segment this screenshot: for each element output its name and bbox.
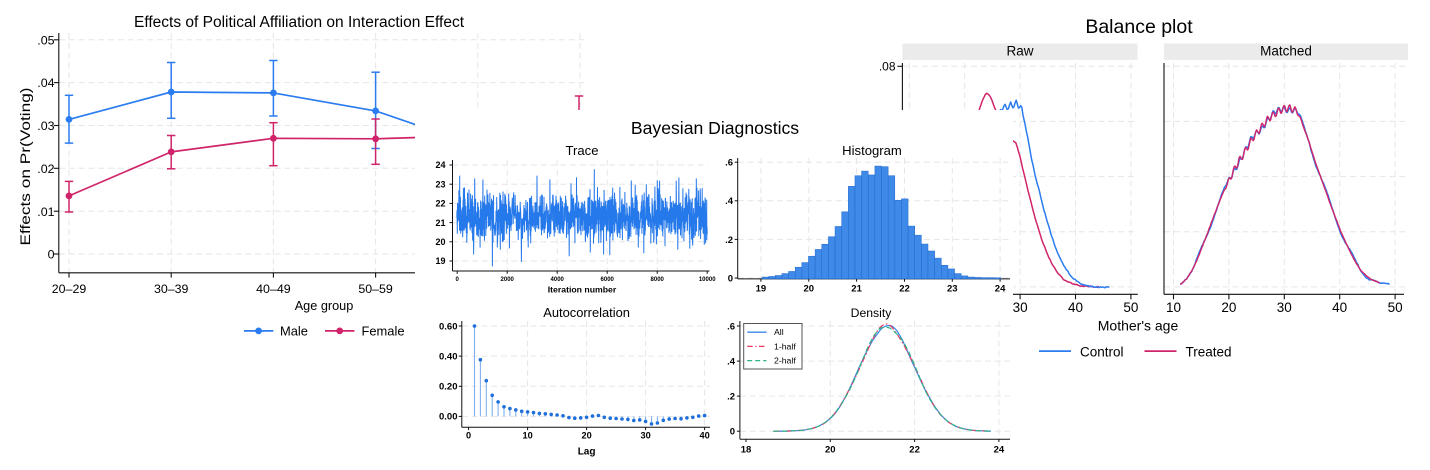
svg-text:30–39: 30–39 [154,282,189,296]
svg-text:40: 40 [1332,300,1347,315]
svg-text:0: 0 [48,248,55,262]
svg-text:.6: .6 [725,158,733,169]
svg-text:0: 0 [728,273,733,284]
svg-text:24: 24 [435,160,445,170]
svg-text:21: 21 [851,284,862,295]
svg-text:22: 22 [435,199,445,209]
svg-text:18: 18 [741,445,752,456]
svg-text:.4: .4 [727,357,736,368]
svg-text:Effects on Pr(Voting): Effects on Pr(Voting) [19,87,34,245]
svg-text:Control: Control [1080,344,1124,359]
svg-text:19: 19 [435,256,445,266]
svg-text:0: 0 [466,431,471,441]
svg-text:2-half: 2-half [774,356,796,366]
svg-text:20: 20 [1221,300,1236,315]
svg-text:.6: .6 [727,321,735,332]
svg-text:30: 30 [1277,300,1292,315]
svg-text:10: 10 [1166,300,1181,315]
svg-text:10000: 10000 [699,277,716,283]
svg-text:Female: Female [362,323,405,338]
svg-text:19: 19 [756,284,767,295]
svg-text:Male: Male [280,323,308,338]
svg-text:Lag: Lag [578,447,596,458]
svg-text:Effects of Political Affiliati: Effects of Political Affiliation on Inte… [134,14,465,31]
svg-text:4000: 4000 [551,277,565,283]
svg-text:6000: 6000 [601,277,615,283]
svg-text:40: 40 [1068,300,1083,315]
svg-text:Balance plot: Balance plot [1085,16,1193,38]
svg-text:20: 20 [581,431,591,441]
svg-text:22: 22 [909,445,920,456]
svg-text:Matched: Matched [1260,44,1312,59]
svg-text:0: 0 [730,427,735,438]
svg-text:21: 21 [435,218,445,228]
svg-text:0.60: 0.60 [439,321,458,332]
svg-text:23: 23 [947,284,958,295]
svg-text:Trace: Trace [566,143,599,158]
svg-text:24: 24 [994,445,1005,456]
svg-text:.05: .05 [37,33,54,47]
svg-text:Mother's age: Mother's age [1098,318,1179,334]
svg-text:.2: .2 [727,392,735,403]
svg-text:40–49: 40–49 [256,282,291,296]
svg-text:40: 40 [699,431,709,441]
svg-text:50–59: 50–59 [358,282,393,296]
svg-text:20: 20 [825,445,836,456]
svg-text:0: 0 [456,277,460,283]
svg-text:Treated: Treated [1186,344,1232,359]
svg-text:.04: .04 [37,76,54,90]
svg-text:.2: .2 [725,235,733,246]
svg-text:.02: .02 [37,162,54,176]
svg-text:22: 22 [899,284,910,295]
svg-text:.08: .08 [879,60,896,74]
svg-text:Iteration number: Iteration number [548,285,617,295]
svg-text:20: 20 [804,284,815,295]
svg-text:.01: .01 [37,205,54,219]
svg-text:2000: 2000 [501,277,515,283]
svg-text:Autocorrelation: Autocorrelation [543,305,630,320]
svg-text:24: 24 [995,284,1006,295]
svg-text:0.40: 0.40 [439,351,458,362]
svg-text:30: 30 [640,431,650,441]
svg-text:30: 30 [1013,300,1028,315]
svg-text:Raw: Raw [1006,44,1033,59]
svg-text:Histogram: Histogram [842,143,902,158]
svg-text:.03: .03 [37,119,54,133]
svg-text:23: 23 [435,179,445,189]
svg-text:1-half: 1-half [774,341,796,351]
svg-text:Bayesian Diagnostics: Bayesian Diagnostics [631,118,799,138]
svg-text:20–29: 20–29 [52,282,87,296]
svg-text:20: 20 [435,237,445,247]
svg-text:Age group: Age group [295,299,354,313]
svg-text:.4: .4 [725,196,734,207]
svg-text:50: 50 [1388,300,1403,315]
svg-text:8000: 8000 [651,277,665,283]
svg-text:0.00: 0.00 [439,412,458,423]
svg-text:10: 10 [522,431,532,441]
svg-text:All: All [774,327,784,337]
svg-text:0.20: 0.20 [439,382,458,393]
svg-text:Density: Density [851,306,893,320]
svg-text:50: 50 [1123,300,1138,315]
